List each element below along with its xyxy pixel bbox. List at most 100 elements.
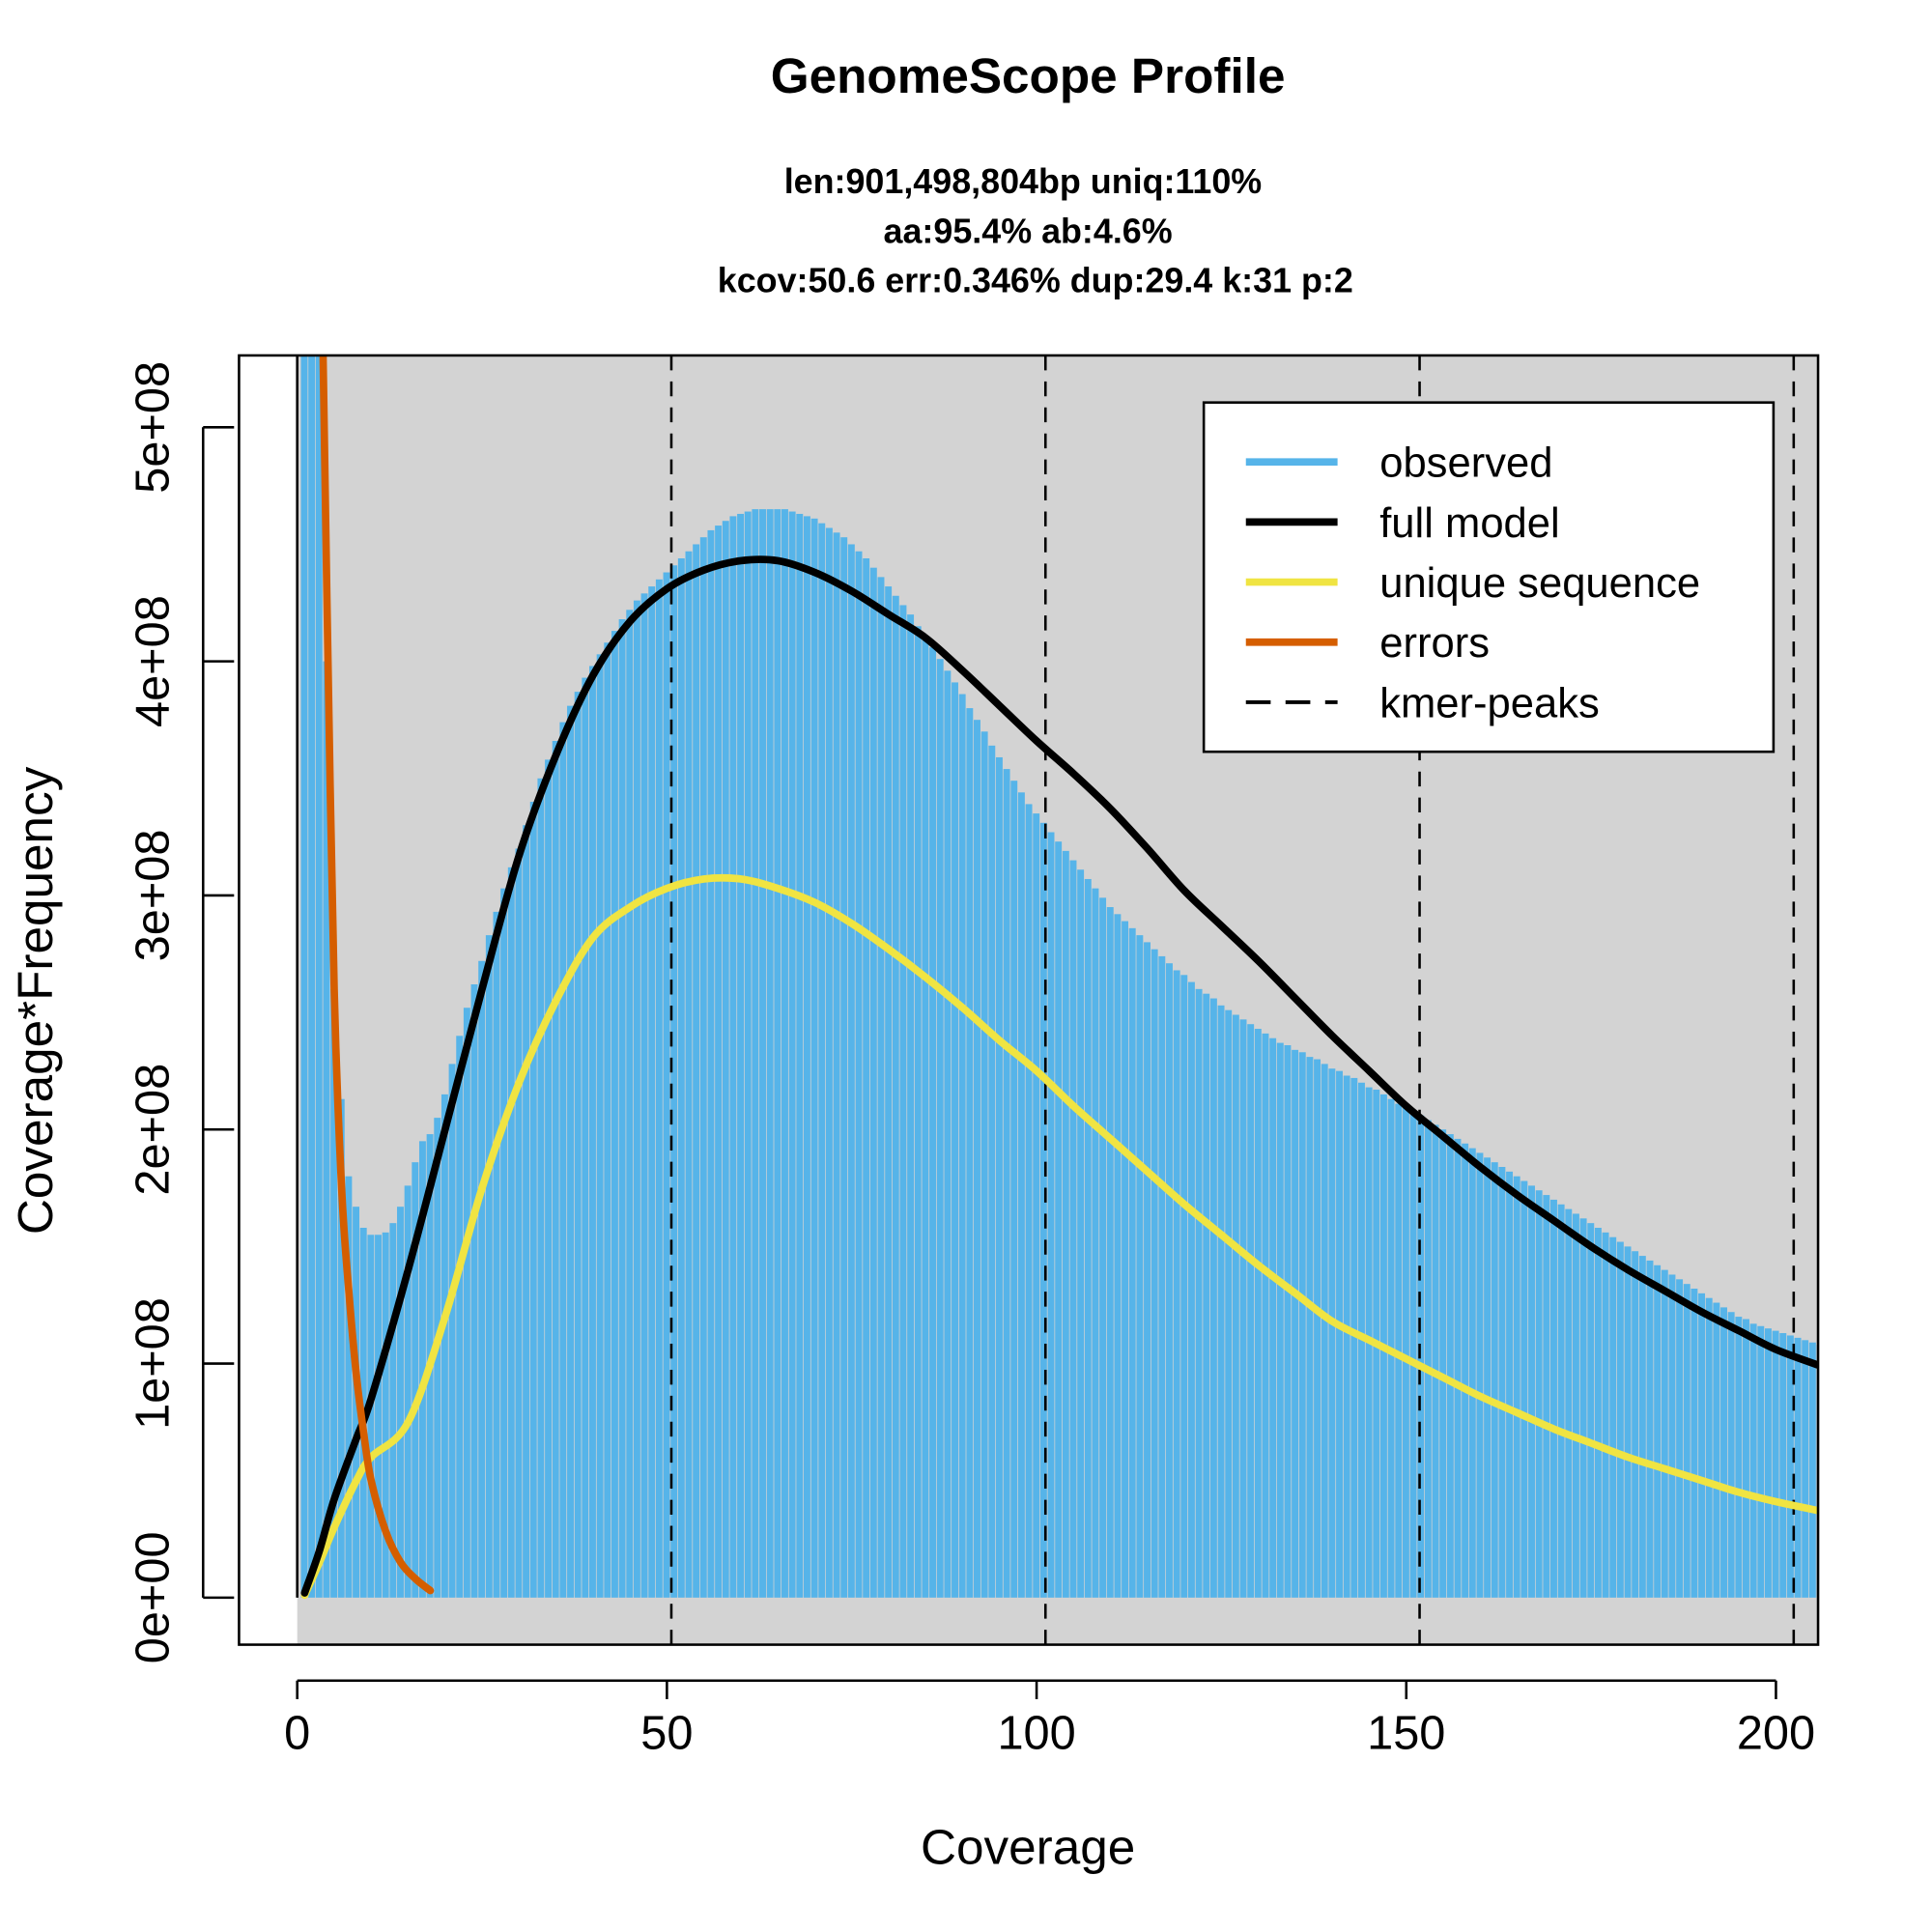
observed-bar	[936, 659, 944, 1598]
observed-bar	[1232, 1014, 1239, 1598]
observed-bar	[1808, 1342, 1816, 1598]
observed-bar	[1624, 1246, 1632, 1598]
observed-bar	[529, 802, 537, 1598]
observed-bar	[1209, 998, 1217, 1598]
observed-bar	[1550, 1199, 1557, 1598]
observed-bar	[1794, 1337, 1802, 1598]
observed-bar	[1587, 1223, 1595, 1598]
observed-bar	[567, 705, 574, 1598]
observed-bar	[493, 911, 500, 1598]
observed-bar	[966, 708, 974, 1598]
observed-bar	[1276, 1042, 1284, 1598]
legend: observed full model unique sequence errors k…	[1202, 401, 1776, 753]
observed-bar	[1239, 1019, 1247, 1598]
observed-bar	[914, 626, 922, 1598]
observed-bar	[596, 654, 604, 1598]
observed-bar	[418, 1141, 426, 1598]
observed-bar	[1106, 907, 1114, 1598]
observed-bar	[1033, 813, 1040, 1598]
observed-bar	[382, 1232, 389, 1598]
observed-bar	[855, 551, 863, 1598]
observed-bar	[323, 661, 330, 1598]
observed-bar	[589, 666, 596, 1598]
observed-bar	[1661, 1269, 1668, 1598]
observed-bar	[633, 600, 640, 1598]
observed-bar	[1017, 792, 1025, 1598]
observed-bar	[1114, 914, 1122, 1598]
observed-bar	[1298, 1052, 1306, 1598]
observed-bar	[1683, 1284, 1690, 1598]
observed-bar	[1158, 955, 1166, 1598]
observed-bar	[744, 511, 752, 1598]
legend-label: full model	[1379, 500, 1560, 547]
observed-bar	[375, 1235, 382, 1598]
observed-bar	[1409, 1110, 1417, 1598]
observed-bar	[1328, 1068, 1336, 1598]
observed-bar	[729, 516, 737, 1598]
observed-bar	[1314, 1059, 1321, 1598]
observed-bar	[766, 509, 774, 1598]
observed-bar	[1513, 1176, 1520, 1598]
observed-bar	[478, 960, 486, 1598]
observed-bar	[1003, 769, 1010, 1598]
observed-bar	[1343, 1075, 1350, 1598]
observed-bar	[611, 631, 618, 1598]
observed-bar	[980, 731, 988, 1598]
observed-bar	[537, 778, 545, 1598]
legend-label: unique sequence	[1379, 560, 1700, 607]
errors-line	[319, 355, 435, 1595]
observed-bar	[1616, 1241, 1624, 1598]
observed-bar	[1638, 1256, 1646, 1598]
observed-bar	[404, 1185, 412, 1598]
observed-bar	[1187, 981, 1195, 1598]
observed-bar	[677, 558, 685, 1598]
observed-bar	[1757, 1325, 1765, 1598]
observed-bar	[330, 988, 338, 1598]
unique-sequence-line	[300, 873, 1819, 1600]
observed-bar	[1491, 1162, 1498, 1598]
observed-bar	[869, 567, 877, 1598]
observed-bar	[1609, 1236, 1617, 1598]
observed-bar	[1646, 1260, 1654, 1598]
observed-bar	[1336, 1070, 1343, 1598]
x-tick-label: 0	[284, 1707, 310, 1759]
observed-bar	[1802, 1340, 1809, 1598]
observed-bar	[1713, 1302, 1720, 1598]
observed-bar	[1690, 1289, 1698, 1598]
observed-bar	[1010, 781, 1018, 1598]
plot-border	[238, 354, 1820, 1646]
observed-bar	[552, 741, 559, 1598]
observed-bar	[929, 647, 937, 1598]
observed-bar	[995, 756, 1003, 1598]
observed-bar	[412, 1162, 419, 1598]
observed-bar	[523, 825, 530, 1598]
observed-bar	[1350, 1077, 1358, 1598]
observed-bar	[818, 523, 826, 1598]
observed-bar	[1565, 1208, 1573, 1598]
observed-bar	[759, 509, 766, 1598]
observed-bar	[1025, 804, 1033, 1598]
observed-bar	[892, 595, 899, 1598]
legend-box	[1202, 401, 1776, 753]
observed-bar	[1424, 1120, 1432, 1598]
observed-bar	[699, 537, 707, 1598]
observed-bar	[715, 526, 723, 1598]
observed-bar	[337, 1098, 345, 1598]
observed-bar	[655, 579, 663, 1598]
observed-bar	[1735, 1317, 1743, 1598]
observed-bar	[1432, 1124, 1439, 1598]
observed-bar	[722, 521, 729, 1598]
observed-bar	[463, 1008, 470, 1598]
observed-bar	[707, 529, 715, 1598]
observed-bar	[1779, 1333, 1787, 1598]
observed-bar	[315, 355, 323, 1598]
observed-bar	[1151, 949, 1158, 1598]
observed-bar	[1654, 1264, 1662, 1598]
observed-bar	[737, 513, 745, 1598]
observed-bar	[1166, 963, 1173, 1598]
observed-bar	[885, 586, 893, 1598]
observed-bar	[1535, 1190, 1543, 1598]
observed-bar	[1247, 1024, 1255, 1598]
observed-bar	[847, 544, 855, 1598]
